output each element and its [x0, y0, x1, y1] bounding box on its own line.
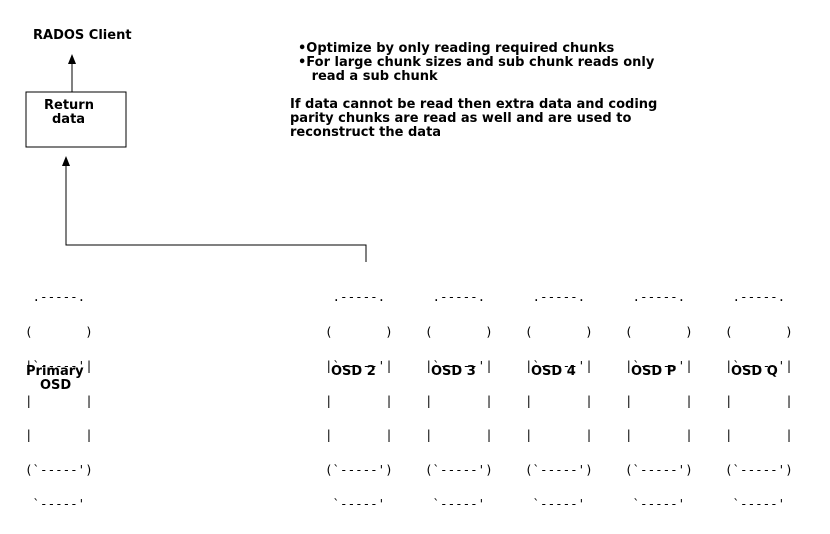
notes-paragraph-line-2: parity chunks are read as well and are u… [290, 111, 632, 126]
osd-2-label: OSD 2 [331, 364, 376, 379]
disk-line: ( ) [325, 323, 393, 339]
disk-line: |`-----'| [25, 358, 93, 373]
notes-bullet-1: •Optimize by only reading required chunk… [298, 41, 615, 56]
disk-line: .-----. [425, 289, 486, 304]
disk-line: | | [425, 427, 493, 442]
disk-line: |`-----'| [525, 358, 593, 373]
disk-line: | | [725, 392, 793, 408]
disk-line: .-----. [525, 289, 586, 304]
disk-line: `-----' [725, 496, 786, 511]
disk-line: | | [525, 392, 593, 408]
disk-line: .-----. [25, 289, 86, 304]
disk-line: .-----. [325, 289, 386, 304]
disk-line: ( ) [25, 323, 93, 339]
disk-line: |`-----'| [325, 358, 393, 373]
disk-line: | | [725, 427, 793, 442]
disk-line: ( ) [625, 323, 693, 339]
return-data-label-line2: data [52, 112, 86, 127]
return-data-box [25, 91, 127, 148]
disk-line: | | [425, 392, 493, 408]
primary-osd-label-line1: Primary [26, 364, 84, 379]
arrow-to-client-head [68, 54, 76, 64]
disk-line: `-----' [525, 496, 586, 511]
primary-osd-disk-icon: .-----. ( ) |`-----'| | | | | (`-----') … [25, 268, 93, 533]
osd-p-disk-icon: .-----. ( ) |`-----'| | | | | (`-----') … [625, 268, 693, 533]
notes-paragraph-line-3: reconstruct the data [290, 125, 442, 140]
disk-line: | | [25, 392, 93, 408]
disk-line: (`-----') [625, 461, 693, 477]
notes-bullet-2: •For large chunk sizes and sub chunk rea… [298, 55, 655, 70]
arrow-from-osd2-line [65, 166, 367, 262]
notes-bullet-3: read a sub chunk [298, 69, 438, 84]
rados-client-label: RADOS Client [33, 28, 132, 43]
osd-3-label: OSD 3 [431, 364, 476, 379]
disk-line: (`-----') [325, 461, 393, 477]
arrow-from-osd2-head [62, 156, 70, 166]
disk-line: (`-----') [725, 461, 793, 477]
primary-osd-label-line2: OSD [40, 378, 72, 393]
osd-2-disk-icon: .-----. ( ) |`-----'| | | | | (`-----') … [325, 268, 393, 533]
disk-line: | | [325, 427, 393, 442]
disk-line: |`-----'| [625, 358, 693, 373]
osd-4-disk-icon: .-----. ( ) |`-----'| | | | | (`-----') … [525, 268, 593, 533]
disk-line: `-----' [625, 496, 686, 511]
osd-p-label: OSD P [631, 364, 677, 379]
disk-line: ( ) [425, 323, 493, 339]
osd-q-label: OSD Q [731, 364, 778, 379]
disk-line: (`-----') [25, 461, 93, 477]
disk-line: | | [325, 392, 393, 408]
disk-line: | | [25, 427, 93, 442]
disk-line: .-----. [725, 289, 786, 304]
disk-line: (`-----') [425, 461, 493, 477]
notes-paragraph-line-1: If data cannot be read then extra data a… [290, 97, 658, 112]
osd-3-disk-icon: .-----. ( ) |`-----'| | | | | (`-----') … [425, 268, 493, 533]
disk-line: |`-----'| [425, 358, 493, 373]
return-data-label-line1: Return [44, 98, 94, 113]
disk-line: `-----' [25, 496, 86, 511]
disk-line: `-----' [425, 496, 486, 511]
disk-line: |`-----'| [725, 358, 793, 373]
osd-4-label: OSD 4 [531, 364, 576, 379]
connector-layer [25, 54, 367, 262]
disk-line: .-----. [625, 289, 686, 304]
disk-line: | | [625, 427, 693, 442]
disk-line: `-----' [325, 496, 386, 511]
disk-line: | | [525, 427, 593, 442]
disk-line: ( ) [525, 323, 593, 339]
disk-line: | | [625, 392, 693, 408]
disk-line: ( ) [725, 323, 793, 339]
diagram-canvas: RADOS Client Return data •Optimize by on… [25, 28, 793, 509]
disk-line: (`-----') [525, 461, 593, 477]
osd-q-disk-icon: .-----. ( ) |`-----'| | | | | (`-----') … [725, 268, 793, 533]
